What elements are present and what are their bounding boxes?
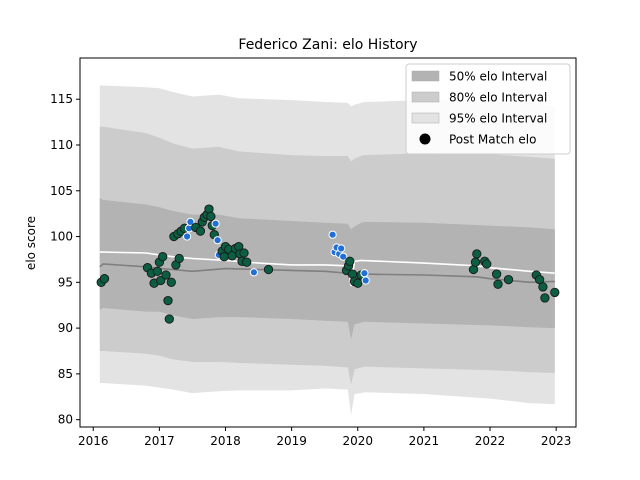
post-match-elo-point — [166, 277, 176, 287]
post-match-elo-point — [163, 295, 173, 306]
post-match-elo-point — [239, 248, 249, 258]
post-match-elo-point — [174, 253, 184, 264]
post-match-elo-point — [156, 275, 166, 286]
post-match-elo-point — [183, 232, 192, 241]
x-tick-label: 2018 — [210, 434, 241, 448]
post-match-elo-point — [242, 257, 252, 267]
post-match-elo-point — [550, 287, 560, 298]
post-match-elo-point — [164, 314, 174, 324]
x-tick-label: 2016 — [78, 434, 109, 448]
post-match-elo-point — [538, 282, 548, 292]
post-match-elo-point — [337, 244, 346, 253]
post-match-elo-point — [339, 252, 348, 261]
post-match-elo-point — [360, 269, 369, 278]
post-match-elo-point — [493, 279, 503, 289]
post-match-elo-point — [249, 268, 258, 277]
post-match-elo-point — [472, 249, 482, 259]
y-tick-label: 80 — [58, 413, 73, 427]
x-tick-label: 2021 — [409, 434, 440, 448]
y-tick-label: 105 — [50, 184, 73, 198]
post-match-elo-point — [195, 226, 206, 236]
x-tick-label: 2023 — [541, 434, 572, 448]
post-match-elo-point — [353, 278, 363, 288]
y-tick-label: 110 — [50, 138, 73, 152]
x-tick-label: 2022 — [475, 434, 506, 448]
legend-band-swatch — [411, 112, 440, 124]
axes: 2016 2017 2018 2019 2020 2021 2022 2023 80 85 90 95… — [50, 57, 577, 448]
post-match-elo-point — [152, 266, 163, 276]
post-match-elo-point — [211, 219, 220, 228]
axes-frame — [79, 57, 577, 428]
post-match-elo-point — [491, 269, 502, 279]
x-tick-label: 2017 — [144, 434, 175, 448]
legend-label: 95% elo Interval — [449, 112, 547, 126]
legend-label: 50% elo Interval — [449, 70, 547, 84]
x-tick-label: 2019 — [276, 434, 307, 448]
chart-title: Federico Zani: elo History — [238, 37, 417, 53]
y-tick-label: 90 — [58, 321, 73, 335]
plot-area — [96, 85, 560, 416]
post-match-elo-point — [186, 217, 195, 226]
post-match-elo-point — [470, 257, 481, 267]
post-match-elo-point — [361, 276, 370, 285]
post-match-elo-point — [161, 270, 171, 280]
legend-band-swatch — [411, 91, 440, 103]
post-match-elo-point — [206, 211, 216, 222]
post-match-elo-point — [503, 274, 514, 285]
post-match-elo-point — [345, 256, 355, 266]
post-match-elo-point — [213, 236, 222, 245]
legend-box — [405, 63, 571, 155]
post-match-elo-point — [482, 259, 492, 269]
x-tick-label: 2020 — [342, 434, 373, 448]
legend-label: Post Match elo — [449, 133, 536, 147]
y-axis-label: elo score — [24, 216, 38, 270]
y-tick-label: 85 — [58, 367, 73, 381]
post-match-elo-point — [263, 264, 274, 275]
legend-label: 80% elo Interval — [449, 91, 547, 105]
y-tick-label: 115 — [50, 92, 73, 106]
post-match-elo-point — [219, 252, 229, 262]
legend-band-swatch — [411, 70, 440, 82]
y-tick-label: 95 — [58, 275, 73, 289]
y-tick-label: 100 — [50, 230, 73, 244]
post-match-elo-point — [328, 230, 337, 239]
legend: 50% elo Interval 80% elo Interval 95% elo … — [405, 63, 571, 155]
legend-marker-swatch — [419, 133, 431, 145]
post-match-elo-point — [158, 252, 168, 262]
post-match-elo-point — [540, 293, 550, 303]
post-match-elo-point — [99, 274, 110, 284]
